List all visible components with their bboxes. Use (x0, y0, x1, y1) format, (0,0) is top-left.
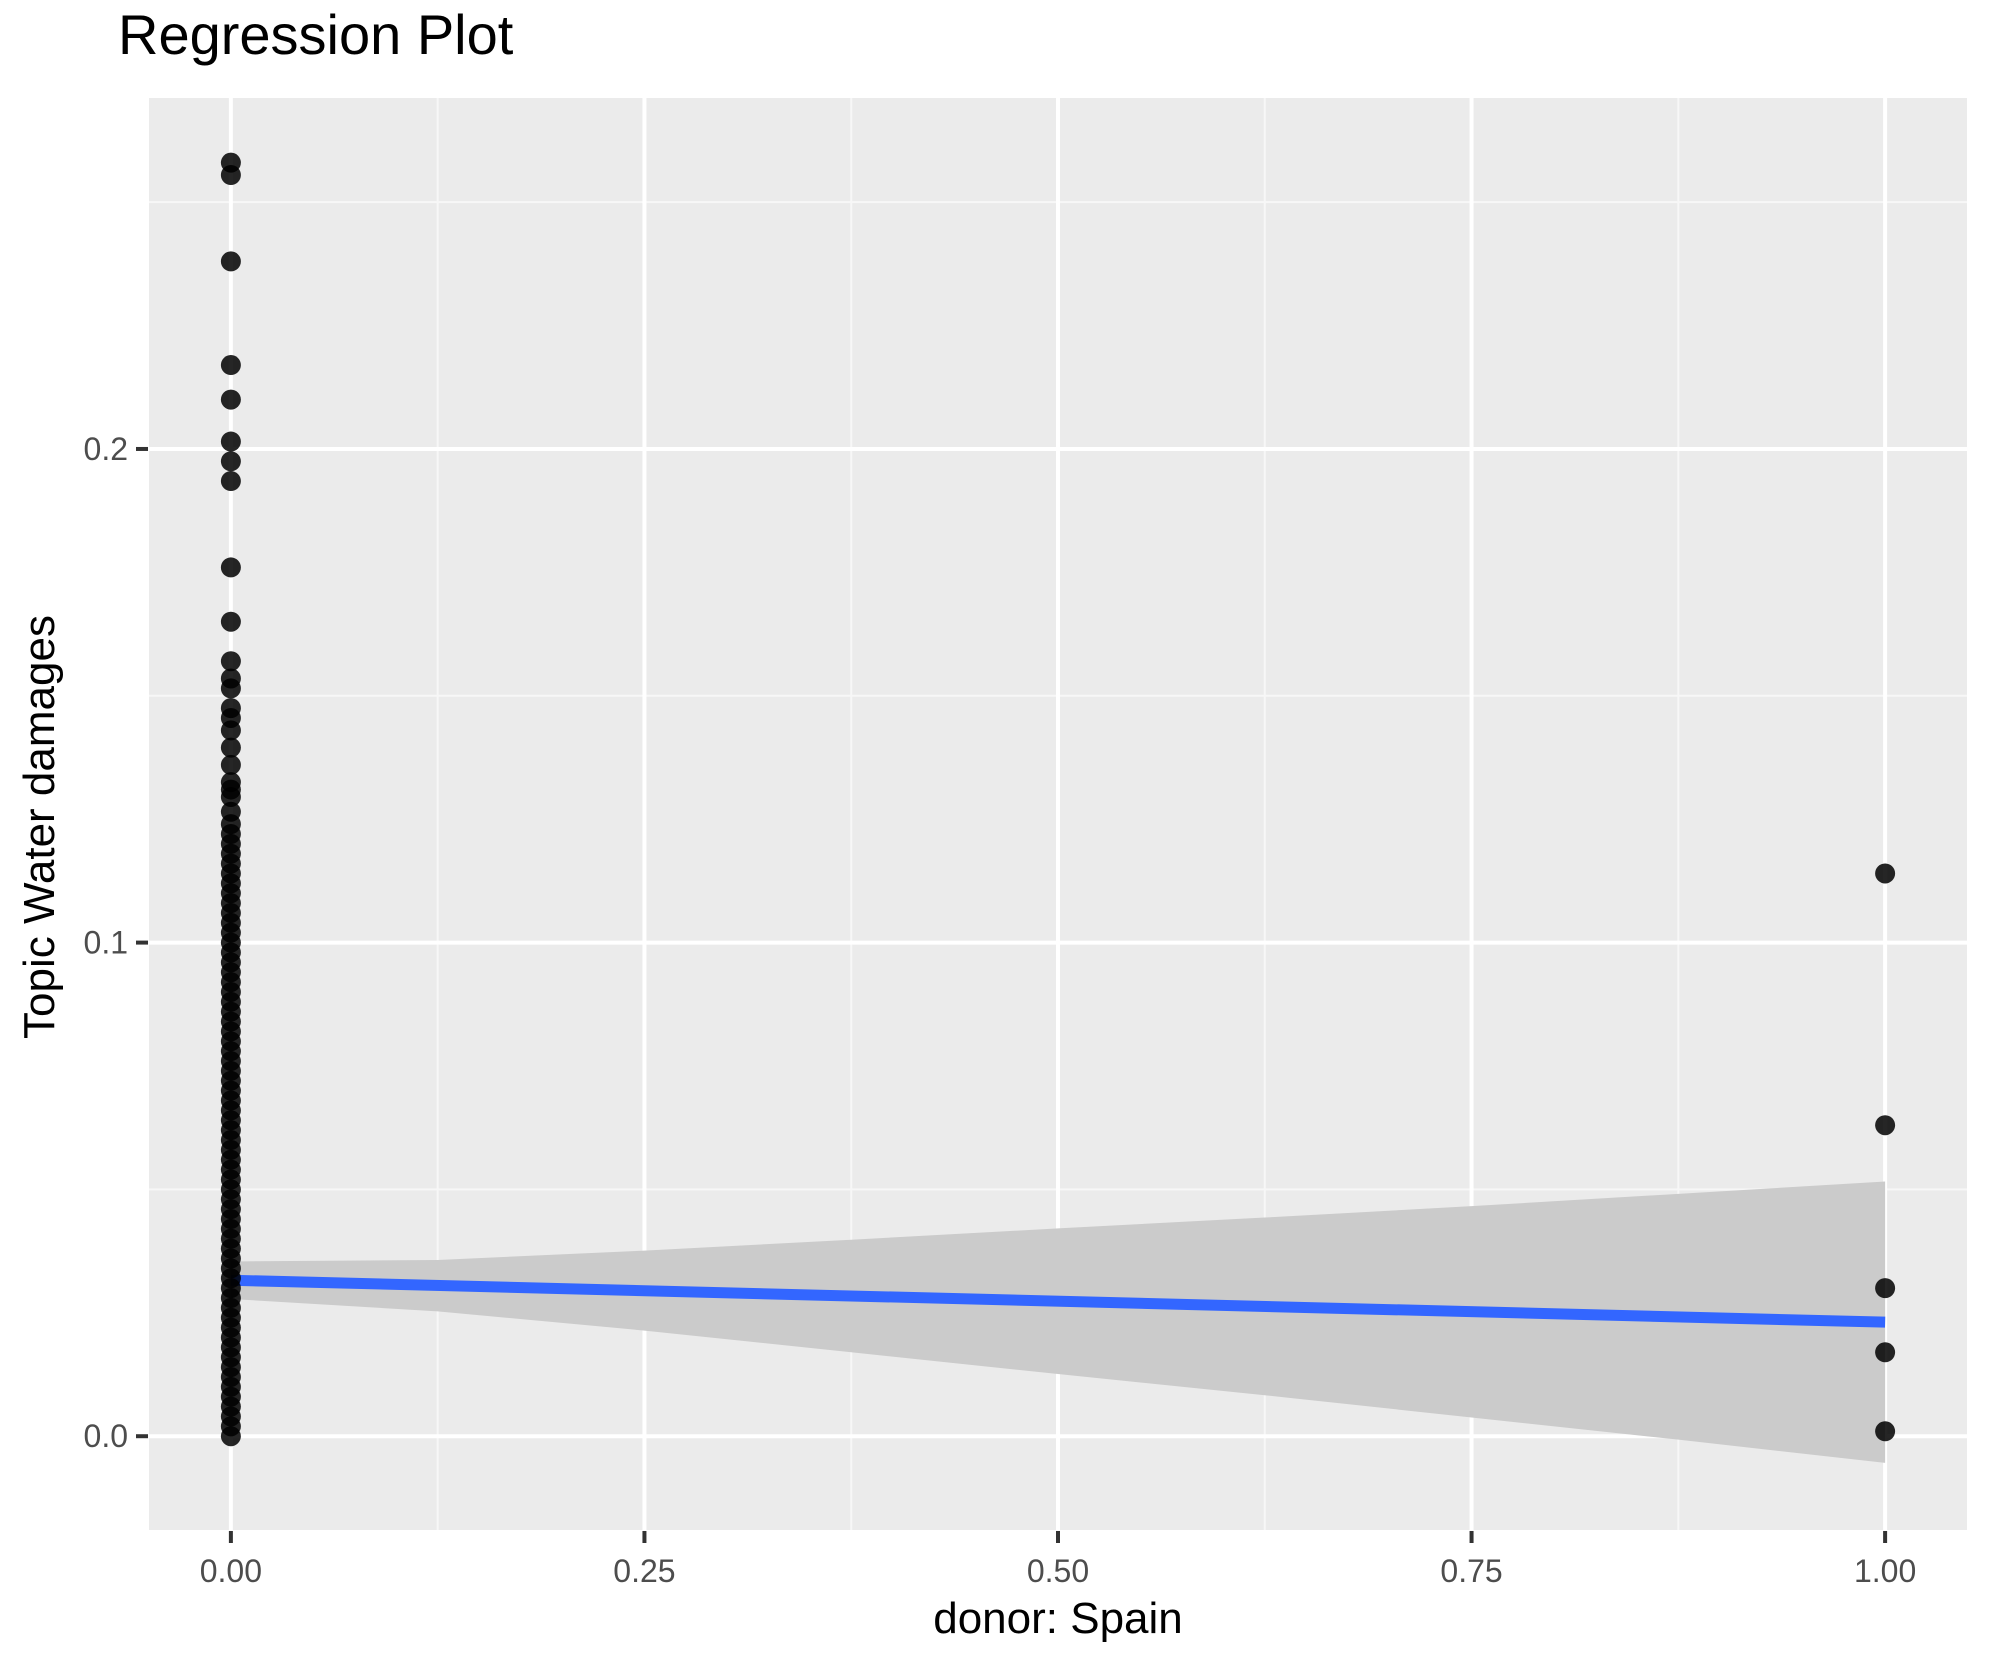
x-axis-title: donor: Spain (933, 1594, 1183, 1643)
regression-line (230, 1274, 1886, 1328)
data-point (220, 251, 241, 272)
data-point (220, 355, 241, 376)
y-tick-label: 0.2 (84, 431, 128, 467)
data-point (220, 668, 241, 689)
data-point (1875, 1342, 1896, 1363)
x-tick-label: 0.00 (200, 1553, 262, 1589)
data-point (220, 152, 241, 173)
data-point (220, 451, 241, 472)
data-point (220, 737, 241, 758)
data-point (220, 471, 241, 492)
y-tick-label: 0.1 (84, 925, 128, 961)
x-tick-label: 1.00 (1854, 1553, 1916, 1589)
x-tick-label: 0.75 (1440, 1553, 1502, 1589)
data-point (220, 772, 241, 793)
data-point (220, 557, 241, 578)
data-point (1875, 1115, 1896, 1136)
x-tick-label: 0.25 (613, 1553, 675, 1589)
data-point (220, 431, 241, 452)
data-point (220, 801, 241, 822)
data-point (220, 754, 241, 775)
plot-title: Regression Plot (118, 3, 514, 66)
x-tick-label: 0.50 (1027, 1553, 1089, 1589)
data-point (1875, 1421, 1896, 1442)
data-point (220, 698, 241, 719)
data-point (220, 611, 241, 632)
y-tick-label: 0.0 (84, 1418, 128, 1454)
data-point (220, 389, 241, 410)
data-point (1875, 1278, 1896, 1299)
confidence-band (230, 1181, 1886, 1463)
data-point (1875, 863, 1896, 884)
data-point (220, 651, 241, 672)
